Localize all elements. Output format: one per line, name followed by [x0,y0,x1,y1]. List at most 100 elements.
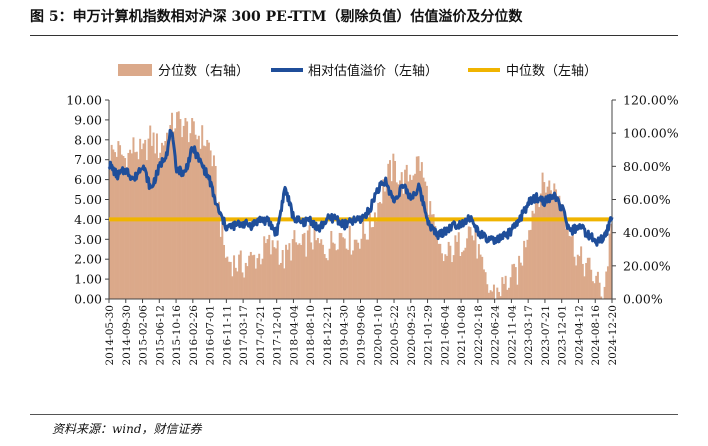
left-tick-label: 10.00 [66,93,102,108]
percentile-bar [427,214,430,299]
percentile-bar [373,212,376,299]
percentile-bar [409,174,412,299]
percentile-bar [477,244,480,299]
percentile-bar [226,256,229,299]
source-note: 资料来源：wind，财信证券 [52,422,202,436]
percentile-bar [565,228,568,299]
percentile-bar [412,175,415,299]
x-tick-label: 2020-09-25 [406,305,418,366]
percentile-bar [276,240,279,299]
x-tick-label: 2014-09-30 [121,305,133,366]
percentile-bar [425,185,428,299]
percentile-bar [268,234,271,299]
percentile-bar [137,159,140,299]
percentile-bar [437,243,440,299]
percentile-bar [560,203,562,299]
percentile-bar [211,166,214,299]
percentile-bar [546,186,549,299]
percentile-bar [202,145,205,299]
right-tick-label: 60.00% [623,192,671,207]
percentile-bar [194,134,197,299]
percentile-bar [459,256,462,299]
percentile-bar [122,156,125,299]
percentile-bar [300,245,303,299]
x-tick-label: 2024-04-12 [573,305,585,366]
percentile-bar [420,162,423,299]
percentile-bar [125,172,128,299]
percentile-bar [407,181,410,299]
percentile-bar [482,269,485,299]
percentile-bar [479,254,482,299]
x-tick-label: 2024-08-16 [590,305,602,366]
percentile-bar [134,152,137,299]
plot-area: 0.00 1.00 2.00 3.00 4.00 5.00 6.00 7.00 8.00 9.00… [66,93,679,366]
right-tick-label: 0.00% [623,292,663,307]
percentile-bar [471,235,474,299]
bottom-rule [30,414,678,415]
percentile-bar [149,125,152,299]
percentile-bar [233,255,236,299]
percentile-bar [372,227,375,299]
percentile-bar [214,166,217,299]
percentile-bar [290,260,293,299]
percentile-bar [337,249,340,299]
percentile-bar [157,158,160,299]
percentile-bar [549,190,552,299]
right-tick-label: 120.00% [623,93,679,108]
percentile-bar [571,233,574,299]
percentile-bar [266,239,269,299]
percentile-bar [201,125,204,299]
left-tick-label: 9.00 [74,112,102,127]
percentile-bar [598,282,601,299]
percentile-bar [326,260,329,299]
percentile-bar [112,149,115,299]
percentile-bar [566,229,569,299]
percentile-bar [223,244,225,299]
percentile-bar [429,201,432,299]
percentile-bar [405,164,408,299]
x-tick-label: 2021-10-08 [456,305,468,366]
percentile-bar [499,296,502,299]
percentile-bar [375,221,378,299]
percentile-bar [410,179,413,299]
chart: 分位数（右轴） 相对估值溢价（左轴） 中位数（左轴） 0.00 1.00 2.00 3… [66,63,679,366]
percentile-bar [588,257,591,299]
percentile-bar [563,220,566,299]
percentile-bar [439,243,442,299]
percentile-bar [313,226,316,299]
percentile-bar [273,247,276,299]
percentile-bar [397,184,400,299]
percentile-bar [377,202,380,299]
percentile-bar [352,250,355,299]
percentile-bar [244,262,247,299]
percentile-bar [135,151,138,299]
percentile-bar [184,117,187,299]
percentile-bar [120,154,123,299]
percentile-bar [492,284,495,299]
percentile-bar [217,201,220,299]
percentile-bar [150,145,153,299]
percentile-bar [124,158,127,299]
percentile-bar [595,275,598,299]
percentile-bar [543,182,546,299]
percentile-bar [249,251,252,299]
percentile-bar [291,239,294,299]
percentile-bar [310,242,313,299]
percentile-bar [387,163,390,299]
x-tick-label: 2017-03-17 [238,305,250,366]
percentile-bar [556,201,559,299]
percentile-bar [430,214,433,299]
percentile-bar [496,287,499,299]
title-rule [30,35,678,36]
x-tick-label: 2023-07-21 [540,305,552,366]
percentile-bar [481,256,484,299]
left-tick-label: 3.00 [74,232,102,247]
percentile-bar [419,170,422,299]
percentile-bar [491,291,494,299]
percentile-bar [524,247,527,299]
percentile-bar [246,266,249,299]
percentile-bar [464,247,467,299]
percentile-bar [538,207,541,299]
left-tick-label: 8.00 [74,132,102,147]
percentile-bar [467,226,470,299]
